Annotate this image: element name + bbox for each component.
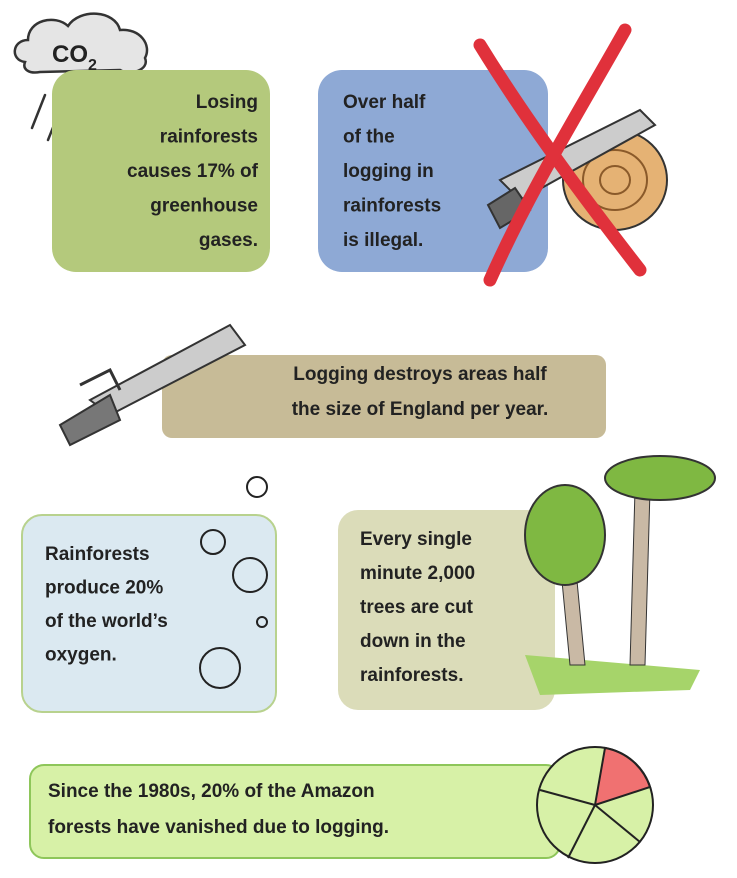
fact-text: greenhouse <box>150 196 258 217</box>
fact-text: is illegal. <box>343 230 423 251</box>
fact-text: of the world’s <box>45 611 168 632</box>
fact-text: Losing <box>196 92 258 113</box>
fact-text: Over half <box>343 92 426 113</box>
fact-text: the size of England per year. <box>292 399 549 420</box>
fact-text: minute 2,000 <box>360 563 475 584</box>
fact-text: of the <box>343 127 395 148</box>
fact-box <box>30 765 560 858</box>
fact-text: Since the 1980s, 20% of the Amazon <box>48 781 375 802</box>
fact-text: logging in <box>343 161 434 182</box>
fact-text: produce 20% <box>45 578 163 599</box>
fact-text: Every single <box>360 529 472 550</box>
fact-text: rainforests <box>343 196 441 217</box>
fact-text: forests have vanished due to logging. <box>48 817 389 838</box>
pie-icon <box>537 747 653 863</box>
fact-text: gases. <box>199 230 258 251</box>
trees-icon <box>525 456 715 695</box>
fact-text: causes 17% of <box>127 161 259 182</box>
fact-text: rainforests <box>160 127 258 148</box>
fact-text: rainforests. <box>360 665 463 686</box>
infographic: CO2 Losingrai <box>0 0 737 878</box>
co2-main: CO <box>52 41 88 68</box>
fact-text: down in the <box>360 631 466 652</box>
fact-text: Rainforests <box>45 544 150 565</box>
fact-text: trees are cut <box>360 597 474 618</box>
fact-text: oxygen. <box>45 645 117 666</box>
fact-text: Logging destroys areas half <box>293 364 547 385</box>
